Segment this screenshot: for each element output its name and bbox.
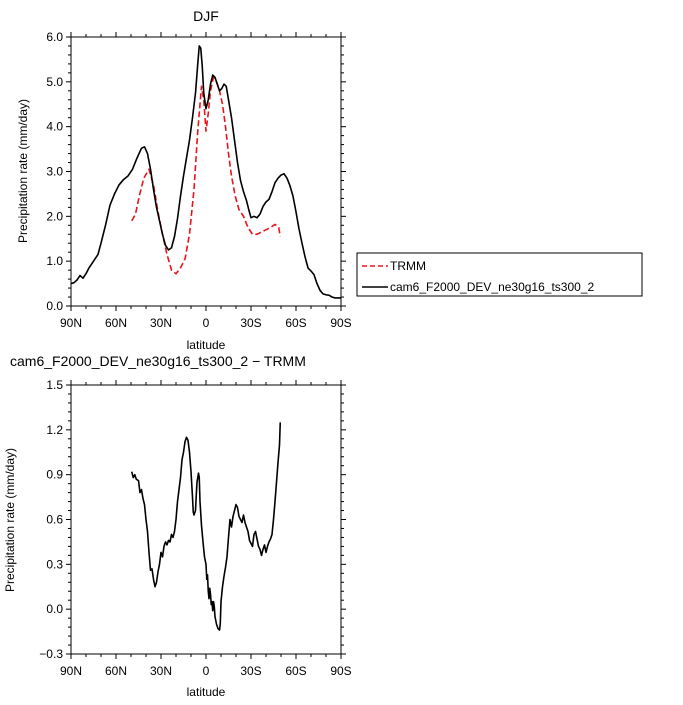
- legend-box: [356, 252, 643, 297]
- series-lines: [70, 45, 341, 299]
- x-tick-label: 0: [203, 664, 210, 678]
- panel-title: DJF: [193, 8, 219, 24]
- y-tick-label: 5.0: [46, 75, 63, 89]
- y-tick-label: 0.6: [46, 513, 63, 527]
- x-axis-label: latitude: [187, 338, 226, 352]
- y-tick-label: 3.0: [46, 165, 63, 179]
- plot-frame: [70, 384, 342, 655]
- y-tick-label: 0.0: [46, 602, 63, 616]
- y-axis-label: Precipitation rate (mm/day): [16, 99, 30, 243]
- y-tick-label: 4.0: [46, 120, 63, 134]
- x-tick-label: 60N: [105, 316, 127, 330]
- x-tick-label: 60S: [285, 664, 306, 678]
- x-tick-label: 30N: [150, 316, 172, 330]
- x-tick-label: 90S: [330, 664, 351, 678]
- plot-frame: [70, 36, 342, 307]
- y-tick-label: 6.0: [46, 30, 63, 44]
- difference-panel: cam6_F2000_DEV_ne30g16_ts300_2 − TRMM Pr…: [3, 353, 352, 699]
- x-tick-label: 0: [203, 316, 210, 330]
- y-tick-label: 0.0: [46, 299, 63, 313]
- x-tick-label: 30N: [150, 664, 172, 678]
- djf-precip-panel: DJF Precipitation rate (mm/day) latitude…: [16, 8, 352, 352]
- x-tick-label: 90N: [60, 664, 82, 678]
- y-tick-label: 0.9: [46, 468, 63, 482]
- x-tick-label: 60S: [285, 316, 306, 330]
- y-tick-label: −0.3: [39, 647, 63, 661]
- legend: TRMM cam6_F2000_DEV_ne30g16_ts300_2: [356, 252, 643, 297]
- x-tick-label: 30S: [240, 664, 261, 678]
- series-lines: [130, 422, 282, 631]
- y-tick-label: 0.3: [46, 557, 63, 571]
- legend-label-trmm: TRMM: [390, 259, 426, 273]
- axis-ticks: 90N 60N 30N 0 30S 60S 90S −0.3 0.0 0.3 0.6 0.9 1.2 1.…: [39, 378, 351, 678]
- axis-ticks: 90N 60N 30N 0 30S 60S 90S 0.0 1.0 2.0 3.0 4.0 5.0 6.0: [46, 30, 351, 330]
- y-tick-label: 2.0: [46, 209, 63, 223]
- y-tick-label: 1.2: [46, 423, 63, 437]
- x-tick-label: 90N: [60, 316, 82, 330]
- y-tick-label: 1.0: [46, 254, 63, 268]
- x-tick-label: 30S: [240, 316, 261, 330]
- series-line-0: [130, 422, 282, 631]
- y-tick-label: 1.5: [46, 378, 63, 392]
- legend-label-cam6: cam6_F2000_DEV_ne30g16_ts300_2: [390, 280, 594, 294]
- series-line-1: [70, 45, 341, 299]
- x-tick-label: 90S: [330, 316, 351, 330]
- x-axis-label: latitude: [187, 685, 226, 699]
- panel-title: cam6_F2000_DEV_ne30g16_ts300_2 − TRMM: [10, 353, 306, 369]
- y-axis-label: Precipitation rate (mm/day): [3, 448, 17, 592]
- x-tick-label: 60N: [105, 664, 127, 678]
